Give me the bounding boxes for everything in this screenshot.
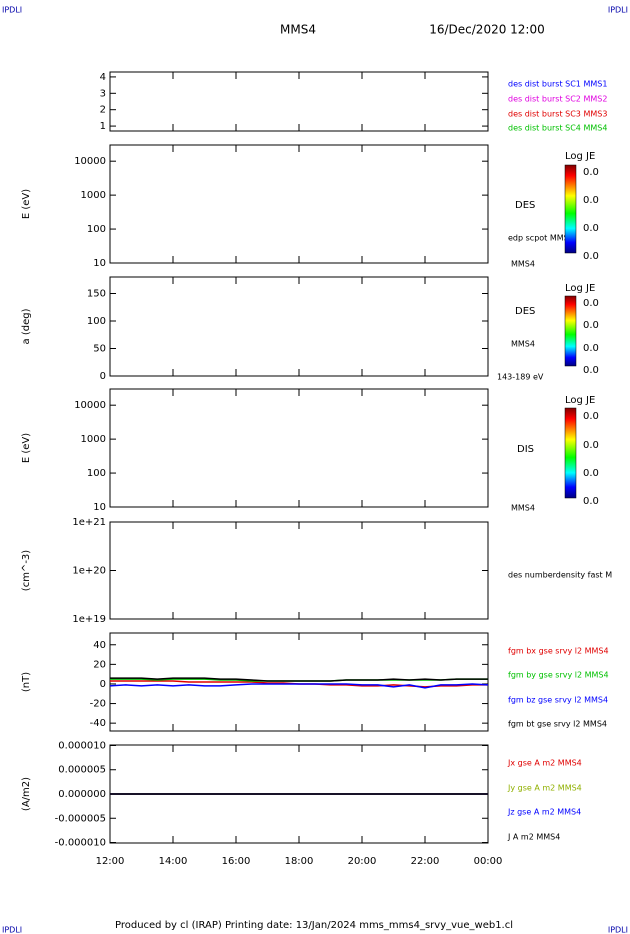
series-line [110, 677, 488, 682]
y-tick-label: -20 [90, 699, 106, 710]
colorbar-label: 0.0 [583, 320, 599, 331]
y-tick-label: 4 [100, 72, 106, 83]
panel-frame [109, 144, 489, 264]
colorbar-label: 0.0 [583, 365, 599, 376]
legend-entry: Jz gse A m2 MMS4 [507, 808, 581, 817]
colorbar-label: 0.0 [583, 251, 599, 262]
y-axis-label: (nT) [21, 672, 32, 692]
corner-label: IPDLI [2, 926, 22, 934]
legend-entry: fgm bx gse srvy l2 MMS4 [508, 647, 609, 656]
y-tick-label: 150 [87, 289, 106, 300]
colorbar-title: Log JE [565, 283, 595, 294]
y-tick-label: 0.000010 [58, 740, 106, 751]
legend-entry: Jy gse A m2 MMS4 [507, 784, 582, 793]
y-tick-label: 1000 [81, 190, 106, 201]
y-tick-label: 50 [93, 344, 106, 355]
y-axis-label: a (deg) [21, 308, 32, 344]
y-tick-label: 10 [93, 502, 106, 513]
legend-entry: fgm by gse srvy l2 MMS4 [508, 671, 609, 680]
y-axis-label: (A/m2) [21, 777, 32, 811]
y-tick-label: 10000 [74, 156, 106, 167]
legend-entry: des dist burst SC2 MMS2 [508, 95, 607, 104]
y-tick-label: 100 [87, 316, 106, 327]
legend-entry: fgm bz gse srvy l2 MMS4 [508, 696, 608, 705]
x-tick-label: 18:00 [285, 856, 314, 867]
y-tick-label: 1e+20 [72, 566, 106, 577]
panel-frame [109, 388, 489, 508]
colorbar-label: 0.0 [583, 223, 599, 234]
y-tick-label: 1e+21 [72, 517, 106, 528]
x-tick-label: 16:00 [222, 856, 251, 867]
panel-label: DES [515, 306, 535, 317]
panel-label: DES [515, 200, 535, 211]
y-axis-label: E (eV) [21, 433, 32, 463]
y-tick-label: 0.000000 [58, 789, 106, 800]
colorbar [564, 295, 577, 367]
colorbar [564, 407, 577, 499]
date: 16/Dec/2020 12:00 [429, 23, 545, 37]
y-tick-label: 1 [100, 121, 106, 132]
y-tick-label: 40 [93, 640, 106, 651]
legend-entry: Jx gse A m2 MMS4 [507, 759, 582, 768]
legend-entry: des dist burst SC1 MMS1 [508, 80, 607, 89]
legend-entry: des dist burst SC3 MMS3 [508, 110, 607, 119]
colorbar-label: 0.0 [583, 440, 599, 451]
y-tick-label: 3 [100, 88, 106, 99]
y-tick-label: 1000 [81, 434, 106, 445]
title: MMS4 [280, 23, 316, 37]
series-line [109, 683, 489, 689]
panel-label: des numberdensity fast M [508, 571, 612, 580]
colorbar-label: 0.0 [583, 496, 599, 507]
x-tick-label: 22:00 [411, 856, 440, 867]
y-tick-label: -0.000010 [55, 838, 106, 849]
corner-label: IPDLI [608, 6, 628, 15]
corner-label: IPDLI [608, 926, 628, 934]
colorbar-label: 0.0 [583, 298, 599, 309]
panel-frame [109, 521, 489, 620]
y-tick-label: -0.000005 [55, 813, 106, 824]
panel-frame [109, 71, 489, 132]
y-tick-label: 0.000005 [58, 765, 106, 776]
y-axis-label: (cm^-3) [21, 550, 32, 591]
y-tick-label: 100 [87, 224, 106, 235]
panel-frame [109, 632, 489, 732]
x-tick-label: 00:00 [474, 856, 503, 867]
colorbar-label: 0.0 [583, 167, 599, 178]
panel-frame [109, 276, 489, 377]
colorbar [564, 164, 577, 254]
corner-label: IPDLI [2, 6, 22, 15]
legend-entry: des dist burst SC4 MMS4 [508, 124, 607, 133]
y-tick-label: 1e+19 [72, 614, 106, 625]
legend-entry: J A m2 MMS4 [507, 833, 560, 842]
y-tick-label: 10000 [74, 400, 106, 411]
y-tick-label: 2 [100, 105, 106, 116]
legend-entry: fgm bt gse srvy l2 MMS4 [508, 720, 607, 729]
y-axis-label: E (eV) [21, 189, 32, 219]
x-tick-label: 12:00 [96, 856, 125, 867]
x-tick-label: 14:00 [159, 856, 188, 867]
panel-label: MMS4 [511, 260, 535, 269]
colorbar-label: 0.0 [583, 195, 599, 206]
panel-label: MMS4 [511, 340, 535, 349]
panel-label: 143-189 eV [497, 373, 544, 382]
colorbar-label: 0.0 [583, 343, 599, 354]
colorbar-label: 0.0 [583, 468, 599, 479]
colorbar-label: 0.0 [583, 411, 599, 422]
colorbar-title: Log JE [565, 151, 595, 162]
panel-label: DIS [517, 444, 534, 455]
panel-label: MMS4 [511, 504, 535, 513]
y-tick-label: -40 [90, 718, 106, 729]
x-tick-label: 20:00 [348, 856, 377, 867]
y-tick-label: 10 [93, 258, 106, 269]
y-tick-label: 100 [87, 468, 106, 479]
y-tick-label: 0 [100, 679, 106, 690]
panel-label: edp scpot MMS4 [508, 234, 574, 243]
y-tick-label: 20 [93, 659, 106, 670]
footer: Produced by cl (IRAP) Printing date: 13/… [115, 920, 513, 931]
y-tick-label: 0 [100, 371, 106, 382]
colorbar-title: Log JE [565, 395, 595, 406]
